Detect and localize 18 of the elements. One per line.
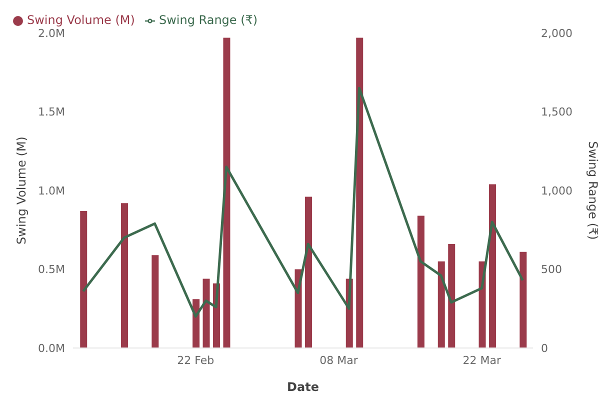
legend-label: Swing Volume (M) [27,13,135,27]
legend-label: Swing Range (₹) [158,13,258,27]
y2-tick-label: 1,500 [541,106,572,119]
y2-tick-label: 2,000 [541,26,572,40]
y-tick-label: 0.0M [38,342,65,355]
y2-tick-label: 1,000 [541,184,572,198]
y-axis-title: Swing Volume (M) [14,136,28,244]
x-tick-label: 08 Mar [320,354,358,367]
x-tick-label: 22 Mar [462,354,502,367]
y-tick-label: 2.0M [38,26,65,40]
x-tick-label: 22 Feb [177,354,214,367]
y-tick-label: 1.0M [38,184,65,198]
y-tick-label: 0.5M [38,263,65,276]
y-tick-label: 1.5M [38,106,65,119]
y2-axis-title: Swing Range (₹) [586,141,600,240]
y2-tick-label: 0 [541,342,548,355]
x-axis-title: Date [287,380,319,394]
y2-tick-label: 500 [541,263,562,276]
